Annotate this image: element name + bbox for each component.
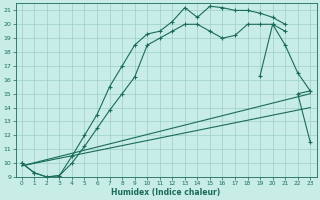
X-axis label: Humidex (Indice chaleur): Humidex (Indice chaleur)	[111, 188, 221, 197]
